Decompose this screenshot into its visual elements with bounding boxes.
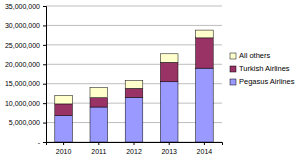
bar bbox=[196, 38, 214, 68]
legend: All others Turkish Airlines Pegasus Airlin… bbox=[230, 51, 295, 86]
bar bbox=[90, 107, 108, 142]
tick-mark bbox=[43, 6, 46, 7]
tick-label: 30,000,000 bbox=[5, 22, 40, 29]
tick-label: 5,000,000 bbox=[9, 119, 40, 126]
tick-mark bbox=[169, 142, 170, 145]
tick-mark bbox=[43, 25, 46, 26]
bar bbox=[125, 81, 143, 89]
tick-label: 10,000,000 bbox=[5, 100, 40, 107]
tick-mark bbox=[43, 84, 46, 85]
bar bbox=[90, 88, 108, 98]
tick-label: 25,000,000 bbox=[5, 42, 40, 49]
tick: 10,000,000 bbox=[5, 100, 46, 107]
tick-mark bbox=[63, 142, 64, 145]
x-axis: 2010 2011 2012 2013 2014 bbox=[47, 142, 223, 155]
legend-swatch bbox=[230, 53, 236, 59]
series bbox=[55, 38, 213, 116]
tick-mark bbox=[43, 142, 46, 143]
legend-item: Pegasus Airlines bbox=[230, 77, 295, 86]
legend-item: Turkish Airlines bbox=[230, 64, 290, 73]
legend-item: All others bbox=[230, 51, 271, 60]
tick-label: 2011 bbox=[91, 148, 106, 155]
tick-mark bbox=[43, 64, 46, 65]
y-axis: - 5,000,000 10,000,000 15,000,000 20,000,000… bbox=[5, 3, 47, 146]
legend-label: All others bbox=[239, 51, 271, 60]
bar bbox=[55, 104, 73, 116]
tick-label: 15,000,000 bbox=[5, 80, 40, 87]
bar bbox=[55, 116, 73, 142]
tick-mark bbox=[43, 45, 46, 46]
tick: 2014 bbox=[197, 142, 213, 155]
grid-line bbox=[46, 25, 222, 26]
bar bbox=[160, 62, 178, 81]
tick-mark bbox=[204, 142, 205, 145]
tick-mark bbox=[98, 142, 99, 145]
tick: 30,000,000 bbox=[5, 22, 46, 29]
axis-line bbox=[43, 7, 47, 143]
bar bbox=[55, 95, 73, 104]
grid bbox=[46, 6, 222, 142]
tick-label: 2014 bbox=[197, 148, 213, 155]
chart: - 5,000,000 10,000,000 15,000,000 20,000,000… bbox=[0, 0, 300, 164]
tick: 15,000,000 bbox=[5, 80, 46, 87]
axis-line bbox=[47, 143, 223, 146]
tick: 2013 bbox=[161, 142, 177, 155]
bar bbox=[196, 68, 214, 142]
tick-mark bbox=[43, 103, 46, 104]
bar bbox=[125, 88, 143, 97]
tick: 2010 bbox=[56, 142, 72, 155]
series bbox=[55, 30, 213, 104]
tick: 2011 bbox=[91, 142, 106, 155]
bar bbox=[160, 82, 178, 142]
legend-swatch bbox=[230, 66, 236, 72]
tick: 20,000,000 bbox=[5, 61, 46, 68]
tick-label: 35,000,000 bbox=[5, 3, 40, 10]
tick: - bbox=[38, 139, 46, 146]
tick-label: 20,000,000 bbox=[5, 61, 40, 68]
bar bbox=[125, 97, 143, 142]
legend-label: Pegasus Airlines bbox=[239, 77, 295, 86]
bar bbox=[90, 98, 108, 107]
tick: 25,000,000 bbox=[5, 42, 46, 49]
bar bbox=[196, 30, 214, 38]
tick-label: - bbox=[38, 139, 41, 146]
tick: 35,000,000 bbox=[5, 3, 46, 10]
tick-label: 2010 bbox=[56, 148, 72, 155]
bar bbox=[160, 54, 178, 63]
legend-swatch bbox=[230, 79, 236, 85]
grid-line bbox=[46, 6, 222, 7]
tick-label: 2012 bbox=[126, 148, 142, 155]
tick: 5,000,000 bbox=[9, 119, 46, 126]
tick-mark bbox=[134, 142, 135, 145]
tick-mark bbox=[43, 123, 46, 124]
series bbox=[55, 68, 213, 142]
tick: 2012 bbox=[126, 142, 142, 155]
legend-label: Turkish Airlines bbox=[239, 64, 290, 73]
bars bbox=[55, 30, 213, 142]
tick-label: 2013 bbox=[161, 148, 177, 155]
